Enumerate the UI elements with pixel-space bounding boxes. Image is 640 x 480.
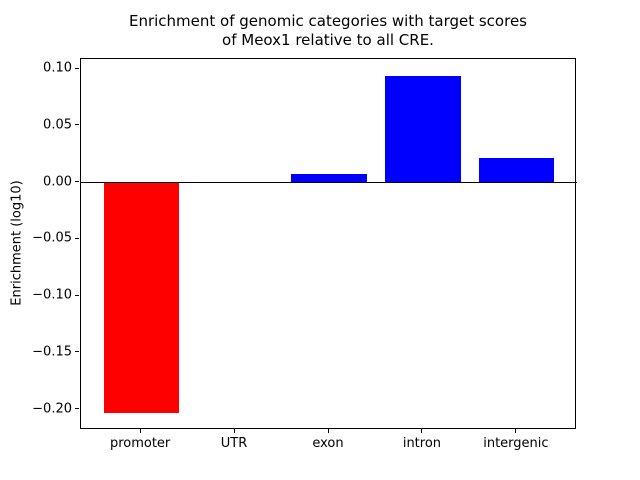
x-tick-mark — [421, 429, 423, 433]
zero-line — [81, 181, 577, 184]
x-tick-mark — [233, 429, 235, 433]
y-tick-label: 0.00 — [43, 174, 72, 190]
y-tick-mark — [75, 408, 79, 410]
y-tick-label: −0.10 — [32, 287, 72, 303]
x-tick-label-intron: intron — [402, 436, 442, 451]
x-tick-mark — [327, 429, 329, 433]
y-tick-mark — [75, 351, 79, 353]
y-tick-mark — [75, 294, 79, 296]
x-tick-label-intergenic: intergenic — [483, 436, 549, 451]
chart-title: Enrichment of genomic categories with ta… — [128, 12, 527, 49]
y-tick-label: 0.10 — [43, 60, 72, 76]
bar-intron — [385, 76, 461, 183]
y-tick-mark — [75, 181, 79, 183]
x-tick-label-exon: exon — [312, 436, 344, 451]
x-tick-label-promoter: promoter — [109, 436, 171, 451]
bar-exon — [291, 173, 367, 183]
bar-intergenic — [479, 157, 555, 183]
x-tick-mark — [515, 429, 517, 433]
bar-promoter — [103, 182, 179, 413]
y-tick-label: 0.05 — [43, 117, 72, 133]
y-tick-label: −0.20 — [32, 401, 72, 417]
x-tick-mark — [139, 429, 141, 433]
plot-area — [80, 58, 577, 429]
y-tick-mark — [75, 67, 79, 69]
y-tick-label: −0.15 — [32, 344, 72, 360]
y-tick-mark — [75, 237, 79, 239]
x-tick-label-UTR: UTR — [220, 436, 248, 451]
y-tick-label: −0.05 — [32, 230, 72, 246]
y-tick-mark — [75, 124, 79, 126]
